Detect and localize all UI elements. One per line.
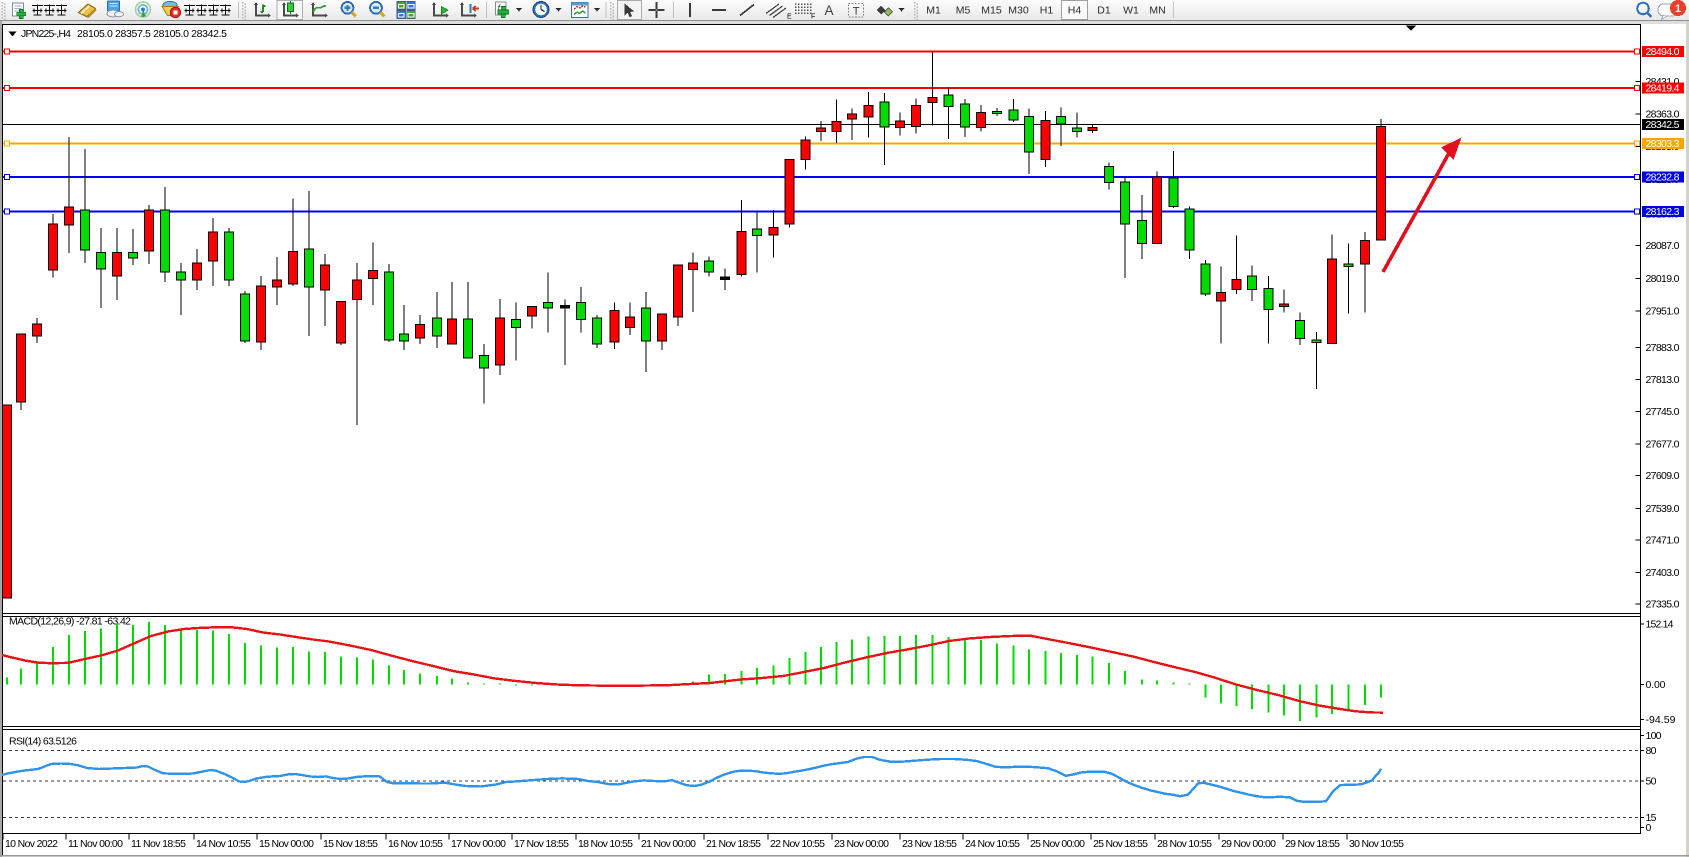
svg-text:29 Nov 18:55: 29 Nov 18:55 [1285,838,1340,850]
svg-text:M5: M5 [956,5,971,17]
svg-text:17 Nov 00:00: 17 Nov 00:00 [451,838,506,850]
svg-text:28087.0: 28087.0 [1646,240,1680,252]
svg-text:14 Nov 10:55: 14 Nov 10:55 [196,838,251,850]
svg-text:27539.0: 27539.0 [1646,503,1680,515]
svg-text:15: 15 [1646,812,1657,824]
svg-text:152.14: 152.14 [1646,619,1674,631]
svg-text:28303.3: 28303.3 [1646,138,1680,150]
svg-text:23 Nov 00:00: 23 Nov 00:00 [834,838,889,850]
svg-text:15 Nov 18:55: 15 Nov 18:55 [323,838,378,850]
svg-text:0: 0 [1646,822,1652,834]
svg-text:15 Nov 00:00: 15 Nov 00:00 [259,838,314,850]
svg-text:27609.0: 27609.0 [1646,470,1680,482]
svg-text:27745.0: 27745.0 [1646,406,1680,418]
svg-text:27471.0: 27471.0 [1646,535,1680,547]
svg-text:27813.0: 27813.0 [1646,374,1680,386]
svg-text:M15: M15 [981,5,1002,17]
svg-text:50: 50 [1646,776,1657,788]
svg-text:28105.0 28357.5 28105.0 28342.: 28105.0 28357.5 28105.0 28342.5 [77,28,227,40]
svg-text:-94.59: -94.59 [1646,714,1676,726]
svg-text:28 Nov 10:55: 28 Nov 10:55 [1157,838,1212,850]
svg-text:28162.3: 28162.3 [1646,206,1680,218]
svg-text:JPN225-,H4: JPN225-,H4 [21,28,71,40]
svg-text:D1: D1 [1097,5,1111,17]
svg-text:MACD(12,26,9) -27.81 -63.42: MACD(12,26,9) -27.81 -63.42 [9,616,131,628]
svg-text:M1: M1 [926,5,941,17]
svg-text:28232.8: 28232.8 [1646,172,1680,184]
svg-text:16 Nov 10:55: 16 Nov 10:55 [388,838,443,850]
svg-text:27335.0: 27335.0 [1646,599,1680,611]
svg-text:11 Nov 18:55: 11 Nov 18:55 [131,838,186,850]
svg-text:30 Nov 10:55: 30 Nov 10:55 [1349,838,1404,850]
svg-text:H1: H1 [1040,5,1054,17]
svg-text:21 Nov 18:55: 21 Nov 18:55 [706,838,761,850]
svg-text:f: f [498,3,502,13]
svg-text:MN: MN [1149,5,1165,17]
svg-text:25 Nov 00:00: 25 Nov 00:00 [1030,838,1085,850]
svg-text:1: 1 [1675,3,1681,15]
svg-text:0.00: 0.00 [1646,679,1666,691]
svg-text:22 Nov 10:55: 22 Nov 10:55 [770,838,825,850]
svg-text:F: F [811,14,815,21]
svg-text:W1: W1 [1123,5,1139,17]
svg-text:M30: M30 [1008,5,1029,17]
svg-text:28419.4: 28419.4 [1646,83,1680,95]
svg-text:T: T [853,6,860,18]
svg-text:28019.0: 28019.0 [1646,273,1680,285]
svg-text:24 Nov 10:55: 24 Nov 10:55 [965,838,1020,850]
svg-text:29 Nov 00:00: 29 Nov 00:00 [1221,838,1276,850]
svg-text:80: 80 [1646,745,1657,757]
svg-text:18 Nov 10:55: 18 Nov 10:55 [578,838,633,850]
svg-text:23 Nov 18:55: 23 Nov 18:55 [902,838,957,850]
svg-text:28363.0: 28363.0 [1646,109,1680,121]
svg-text:25 Nov 18:55: 25 Nov 18:55 [1093,838,1148,850]
svg-text:28494.0: 28494.0 [1646,46,1680,58]
svg-text:RSI(14) 63.5126: RSI(14) 63.5126 [9,736,77,748]
svg-text:A: A [825,3,834,18]
svg-text:27403.0: 27403.0 [1646,567,1680,579]
svg-text:17 Nov 18:55: 17 Nov 18:55 [514,838,569,850]
svg-text:H4: H4 [1068,5,1082,17]
svg-text:E: E [787,14,792,21]
svg-text:27883.0: 27883.0 [1646,342,1680,354]
svg-text:100: 100 [1646,730,1662,742]
svg-text:27951.0: 27951.0 [1646,306,1680,318]
svg-text:21 Nov 00:00: 21 Nov 00:00 [641,838,696,850]
svg-text:10 Nov 2022: 10 Nov 2022 [5,838,58,850]
svg-text:27677.0: 27677.0 [1646,439,1680,451]
svg-text:28342.5: 28342.5 [1646,119,1680,131]
svg-text:11 Nov 00:00: 11 Nov 00:00 [68,838,123,850]
